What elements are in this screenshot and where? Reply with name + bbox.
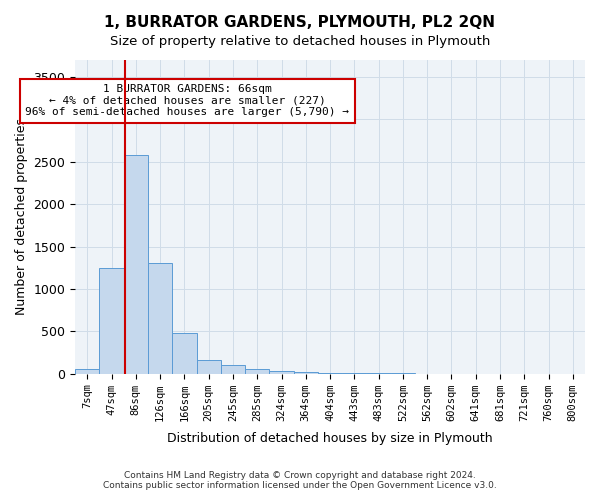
Bar — [269, 371, 293, 374]
Bar — [197, 360, 221, 374]
Bar — [75, 370, 100, 374]
Bar — [293, 372, 318, 374]
Text: Size of property relative to detached houses in Plymouth: Size of property relative to detached ho… — [110, 35, 490, 48]
Bar — [245, 370, 269, 374]
X-axis label: Distribution of detached houses by size in Plymouth: Distribution of detached houses by size … — [167, 432, 493, 445]
Text: Contains HM Land Registry data © Crown copyright and database right 2024.
Contai: Contains HM Land Registry data © Crown c… — [103, 470, 497, 490]
Bar — [148, 264, 172, 374]
Bar — [318, 373, 342, 374]
Bar — [172, 333, 197, 374]
Text: 1, BURRATOR GARDENS, PLYMOUTH, PL2 2QN: 1, BURRATOR GARDENS, PLYMOUTH, PL2 2QN — [104, 15, 496, 30]
Y-axis label: Number of detached properties: Number of detached properties — [15, 118, 28, 316]
Bar — [221, 365, 245, 374]
Text: 1 BURRATOR GARDENS: 66sqm
← 4% of detached houses are smaller (227)
96% of semi-: 1 BURRATOR GARDENS: 66sqm ← 4% of detach… — [25, 84, 349, 117]
Bar — [100, 268, 124, 374]
Bar — [124, 155, 148, 374]
